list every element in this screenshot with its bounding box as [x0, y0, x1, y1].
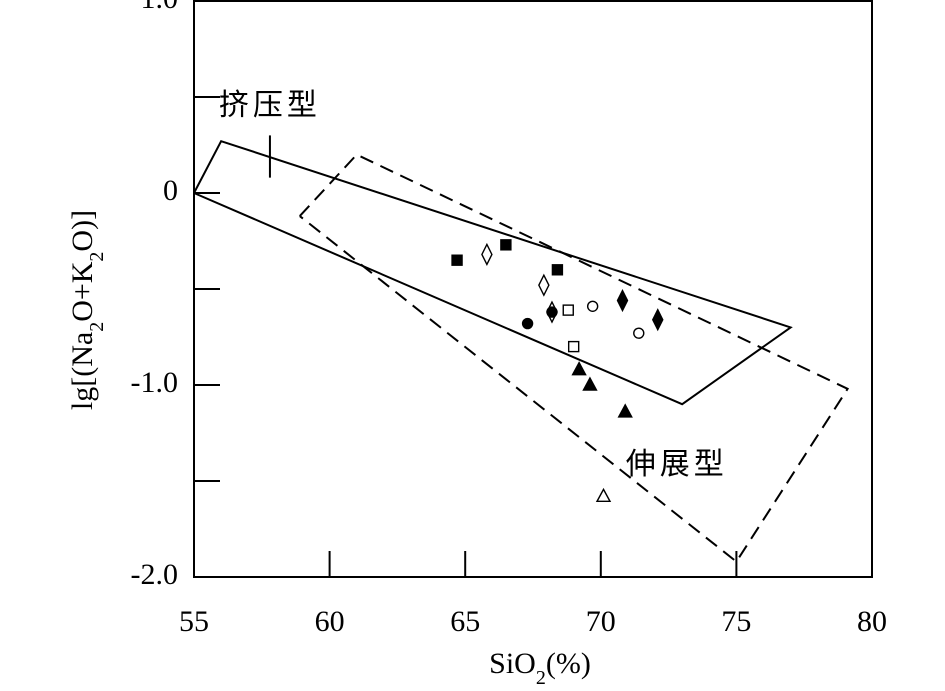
point-open-square: [567, 340, 580, 353]
x-tick-label: 55: [179, 605, 209, 638]
point-filled-circle: [521, 317, 534, 330]
point-filled-triangle: [571, 361, 587, 376]
y-tick-label: 0: [163, 174, 178, 207]
y-tick-label: 1.0: [141, 0, 179, 15]
data-points: [451, 239, 664, 503]
x-axis-title: SiO2(%): [489, 647, 591, 689]
point-open-square: [562, 304, 574, 316]
y-tick-label: -2.0: [131, 558, 179, 591]
y-axis: 1.0 0 -1.0 -2.0: [131, 0, 220, 591]
point-filled-circle: [546, 306, 558, 318]
point-filled-square: [500, 239, 512, 251]
point-open-diamond: [538, 273, 550, 297]
x-tick-label: 70: [586, 605, 616, 638]
point-open-diamond: [481, 242, 493, 267]
x-tick-label: 65: [450, 605, 480, 638]
point-open-circle: [586, 300, 599, 312]
point-filled-diamond: [651, 308, 664, 332]
x-tick-label: 60: [315, 605, 345, 638]
region-extensional-boundary: [299, 153, 850, 564]
region-compressional-label: 挤压型: [219, 88, 321, 123]
point-filled-triangle: [617, 403, 633, 418]
region-compressional-boundary: [193, 139, 793, 406]
y-tick-label: -1.0: [131, 366, 179, 399]
point-filled-triangle: [582, 376, 598, 391]
region-extensional-label: 伸展型: [626, 447, 728, 482]
x-axis: 55 60 65 70 75 80: [179, 551, 887, 638]
y-axis-title: lg[(Na2O+K2O)]: [66, 210, 108, 410]
point-filled-square: [451, 254, 463, 266]
point-filled-diamond: [616, 288, 629, 313]
x-tick-label: 75: [721, 605, 751, 638]
point-filled-square: [551, 264, 564, 276]
point-open-triangle: [595, 487, 612, 503]
x-tick-label: 80: [857, 605, 887, 638]
point-open-circle: [633, 327, 645, 339]
